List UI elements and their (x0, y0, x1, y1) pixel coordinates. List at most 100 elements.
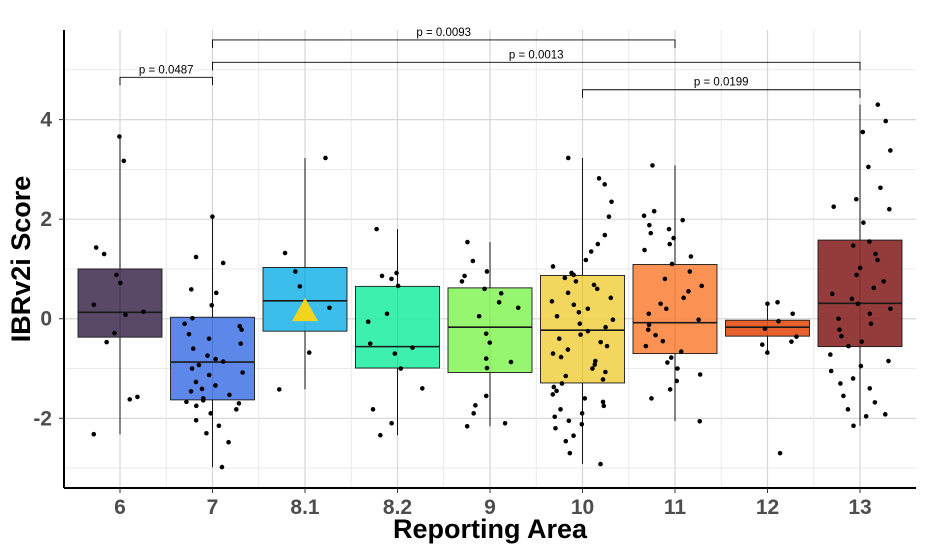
data-point (857, 265, 863, 271)
data-point (845, 407, 851, 412)
data-point (206, 336, 212, 341)
data-point (658, 301, 663, 307)
data-point (850, 376, 856, 381)
data-point (765, 350, 770, 355)
data-point (420, 386, 425, 391)
mean-marker-8.1 (292, 297, 318, 322)
data-point (306, 350, 312, 355)
data-point (204, 430, 209, 436)
data-point (219, 464, 225, 470)
data-point (189, 366, 195, 371)
data-point (123, 312, 128, 318)
data-point (696, 317, 701, 323)
bracket (212, 61, 861, 71)
p-value-label: p = 0.0013 (509, 49, 564, 61)
data-point (759, 342, 765, 347)
data-point (887, 206, 892, 212)
data-point (410, 345, 415, 350)
data-point (867, 311, 873, 317)
x-tick-label: 12 (756, 496, 779, 519)
data-point (854, 272, 859, 278)
data-point (598, 461, 603, 467)
data-point (669, 261, 675, 267)
data-point (789, 339, 794, 344)
data-point (238, 341, 244, 346)
data-point (867, 239, 872, 244)
data-point (239, 327, 244, 332)
data-point (603, 369, 608, 375)
data-point (674, 378, 680, 384)
data-point (470, 258, 476, 264)
data-point (193, 417, 199, 423)
data-point (571, 272, 576, 278)
data-point (859, 339, 865, 344)
data-point (182, 321, 187, 327)
x-tick-label: 11 (664, 496, 687, 519)
data-point (213, 290, 219, 296)
box-6 (77, 268, 163, 338)
data-point (121, 158, 127, 164)
data-point (878, 185, 883, 191)
data-point (651, 208, 657, 214)
data-point (790, 311, 795, 317)
data-point (762, 326, 768, 331)
y-axis-title: IBRv2i Score (6, 176, 36, 343)
data-point (583, 257, 589, 263)
data-point (646, 311, 652, 317)
data-point (641, 213, 647, 218)
data-point (559, 381, 565, 386)
data-point (775, 300, 780, 305)
data-point (567, 450, 573, 456)
data-point (327, 305, 332, 311)
data-point (550, 351, 556, 356)
data-point (554, 388, 559, 394)
data-point (550, 264, 556, 269)
data-point (193, 403, 199, 409)
x-tick-label: 6 (114, 496, 126, 519)
data-point (282, 250, 288, 256)
data-point (846, 343, 851, 349)
data-point (573, 279, 579, 284)
data-point (135, 394, 140, 400)
y-tick-label: 2 (40, 208, 52, 231)
tick-labels: -2 0 2 4 6 7 8.1 8.2 9 10 11 12 13 (33, 109, 871, 519)
box-10 (540, 274, 625, 384)
data-point (104, 339, 109, 345)
data-point (213, 383, 218, 388)
data-point (216, 423, 222, 429)
data-point (226, 439, 231, 445)
data-point (549, 299, 555, 304)
data-point (193, 379, 199, 385)
data-point (604, 343, 610, 349)
x-tick-label: 9 (484, 496, 496, 519)
data-point (867, 386, 873, 391)
data-point (199, 386, 205, 392)
data-point (600, 399, 606, 405)
data-point (660, 338, 666, 344)
data-point (571, 433, 576, 439)
data-point (395, 283, 401, 289)
data-point (675, 366, 680, 371)
data-point (484, 269, 490, 274)
data-point (276, 387, 282, 392)
data-point (582, 396, 588, 401)
data-point (851, 423, 856, 429)
data-point (841, 393, 846, 399)
data-point (482, 286, 487, 292)
data-point (188, 389, 194, 394)
data-point (794, 334, 799, 339)
data-point (579, 411, 585, 416)
x-tick-label: 8.1 (290, 496, 320, 519)
data-point (389, 276, 394, 282)
data-point (875, 102, 881, 107)
data-point (839, 333, 844, 339)
x-tick-label: 7 (207, 496, 219, 519)
data-point (687, 269, 693, 274)
data-point (860, 129, 866, 135)
data-point (576, 309, 582, 315)
data-point (578, 332, 583, 337)
data-point (240, 370, 245, 375)
data-point (484, 365, 490, 371)
data-point (697, 372, 703, 377)
data-point (379, 273, 385, 279)
